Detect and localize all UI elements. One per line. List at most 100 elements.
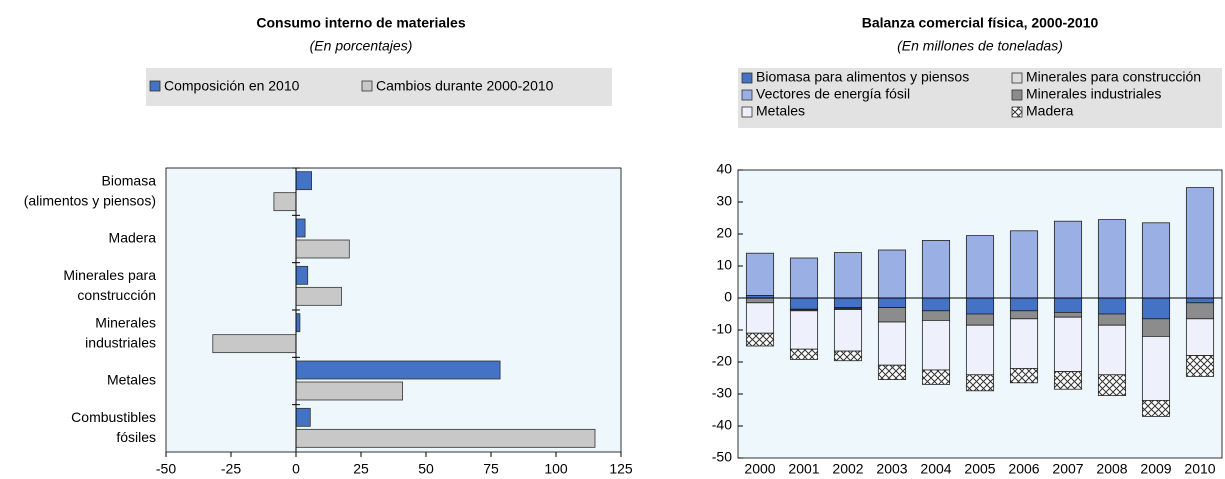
- x-tick-label: 100: [544, 461, 568, 477]
- legend-box: [146, 68, 612, 106]
- legend-label: Madera: [1026, 103, 1074, 119]
- legend-label: Minerales industriales: [1026, 86, 1161, 102]
- x-tick-label: 2002: [832, 461, 863, 477]
- bar-segment: [789, 310, 819, 350]
- bar: [295, 360, 501, 380]
- bar-segment: [921, 239, 951, 299]
- bar-segment: [1009, 230, 1039, 299]
- y-tick-label: Biomasa: [102, 172, 157, 188]
- bar-segment: [1009, 310, 1039, 320]
- bar-segment: [921, 369, 951, 385]
- x-tick-label: 2006: [1008, 461, 1039, 477]
- y-tick-label: -20: [712, 353, 732, 369]
- legend-label: Vectores de energía fósil: [756, 86, 910, 102]
- legend-swatch: [361, 80, 373, 92]
- legend-box: [738, 68, 1222, 128]
- legend-label: Biomasa para alimentos y piensos: [756, 69, 969, 85]
- legend-swatch: [741, 106, 753, 118]
- bar-segment: [877, 321, 907, 366]
- bar-segment: [1097, 374, 1127, 396]
- bar-segment: [965, 235, 995, 299]
- x-tick-label: 2005: [964, 461, 995, 477]
- bar-segment: [1053, 316, 1083, 373]
- bar-segment: [833, 309, 863, 352]
- y-tick-label: Minerales para: [63, 267, 156, 283]
- bar-segment: [1009, 318, 1039, 369]
- bar-segment: [1053, 297, 1083, 313]
- x-tick-label: -25: [221, 461, 241, 477]
- y-tick-label: construcción: [77, 287, 156, 303]
- bar: [295, 265, 309, 285]
- bar: [295, 381, 403, 401]
- y-tick-label: Metales: [107, 372, 156, 388]
- x-tick-label: 2003: [876, 461, 907, 477]
- bar-segment: [833, 252, 863, 299]
- legend-swatch: [149, 80, 161, 92]
- x-tick-label: 2001: [788, 461, 819, 477]
- y-tick-label: industriales: [85, 334, 156, 350]
- x-tick-label: 2010: [1184, 461, 1215, 477]
- x-tick-label: 2008: [1096, 461, 1127, 477]
- bar-segment: [745, 332, 775, 347]
- legend-swatch: [741, 89, 753, 101]
- y-tick-label: 40: [716, 161, 732, 177]
- bar: [295, 218, 306, 238]
- legend-swatch: [1011, 89, 1023, 101]
- bar: [295, 428, 596, 448]
- y-tick-label: 0: [724, 289, 732, 305]
- bar-segment: [789, 297, 819, 310]
- bar: [273, 192, 297, 212]
- bar-segment: [877, 307, 907, 323]
- bar-segment: [1009, 297, 1039, 312]
- bar-segment: [965, 297, 995, 315]
- legend-swatch: [1011, 72, 1023, 84]
- chart-title: Consumo interno de materiales: [256, 15, 465, 31]
- y-tick-label: -10: [712, 321, 732, 337]
- y-tick-label: Madera: [109, 230, 157, 246]
- bar-segment: [965, 374, 995, 392]
- y-tick-label: 30: [716, 193, 732, 209]
- x-tick-label: 2009: [1140, 461, 1171, 477]
- y-tick-label: -50: [712, 449, 732, 465]
- bar-segment: [1141, 399, 1171, 417]
- y-tick-label: Combustibles: [71, 409, 156, 425]
- bar-segment: [965, 324, 995, 376]
- plot-area: [165, 167, 622, 453]
- bar-segment: [877, 297, 907, 309]
- bar-segment: [1009, 367, 1039, 384]
- y-tick-label: 20: [716, 225, 732, 241]
- bar-segment: [1097, 324, 1127, 376]
- bar-segment: [1141, 297, 1171, 320]
- x-tick-label: 125: [609, 461, 633, 477]
- bar-segment: [745, 297, 775, 304]
- legend-label: Composición en 2010: [164, 78, 300, 94]
- bar-segment: [789, 348, 819, 360]
- bar-segment: [1141, 335, 1171, 401]
- bar-segment: [1141, 318, 1171, 337]
- y-tick-label: Minerales: [95, 314, 156, 330]
- bar: [295, 313, 301, 333]
- y-tick-label: -40: [712, 417, 732, 433]
- bar-segment: [1053, 311, 1083, 318]
- x-tick-label: 25: [353, 461, 369, 477]
- bar-segment: [877, 364, 907, 381]
- bar-segment: [921, 319, 951, 371]
- x-tick-label: 2004: [920, 461, 951, 477]
- bar-segment: [1097, 297, 1127, 315]
- x-tick-label: 50: [418, 461, 434, 477]
- bar-segment: [833, 350, 863, 362]
- chart-title: Balanza comercial física, 2000-2010: [862, 15, 1099, 31]
- y-tick-label: (alimentos y piensos): [24, 192, 156, 208]
- x-tick-label: 2000: [744, 461, 775, 477]
- x-tick-label: 2007: [1052, 461, 1083, 477]
- bar-segment: [1185, 297, 1215, 304]
- legend-label: Minerales para construcción: [1026, 69, 1201, 85]
- bar-segment: [921, 310, 951, 321]
- bar-segment: [1097, 313, 1127, 326]
- bar-segment: [745, 252, 775, 296]
- bar-segment: [1185, 318, 1215, 356]
- bar-segment: [789, 257, 819, 299]
- legend-swatch: [741, 72, 753, 84]
